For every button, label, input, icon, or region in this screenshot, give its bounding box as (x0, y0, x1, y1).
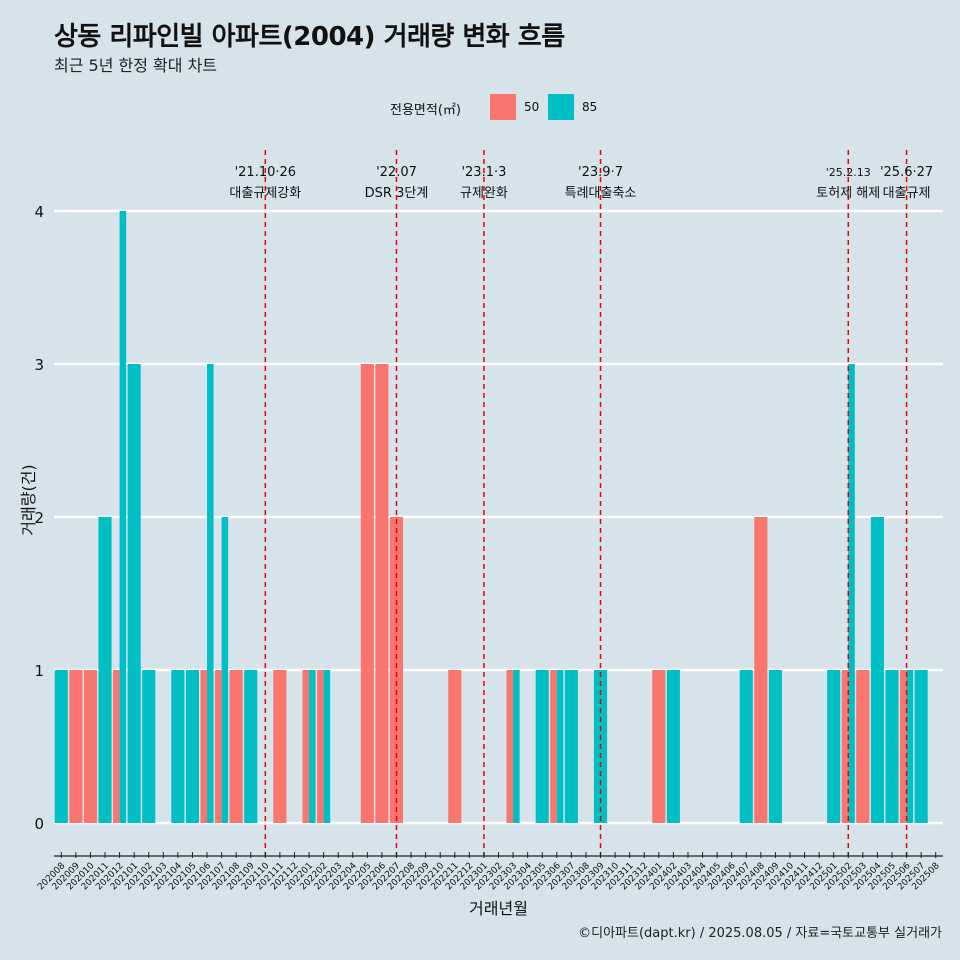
bar-50-202506 (900, 670, 907, 823)
event-date-202502: '25.2.13 (826, 166, 871, 179)
bar-50-202012 (113, 670, 120, 823)
bar-85-202106 (207, 364, 214, 823)
bar-85-202307 (564, 670, 578, 823)
event-label-202506: 대출규제 (883, 186, 931, 201)
event-label-202309: 특례대출축소 (565, 186, 637, 201)
y-tick-label-0: 0 (34, 815, 44, 833)
bar-85-202303 (513, 670, 520, 823)
bar-85-202107 (221, 517, 229, 823)
legend-key-50 (490, 94, 516, 120)
event-date-202309: '23.9·7 (578, 165, 623, 180)
event-date-202207: '22.07 (376, 165, 417, 180)
bar-50-202503 (856, 670, 870, 823)
bar-85-202202 (323, 670, 331, 823)
bar-50-202306 (550, 670, 557, 823)
bar-85-202502 (848, 364, 855, 823)
bar-50-202107 (215, 670, 222, 823)
legend-title: 전용면적(㎡) (390, 103, 461, 118)
bar-50-202202 (317, 670, 324, 823)
event-label-202110: 대출규제강화 (229, 186, 301, 201)
y-axis-title: 거래량(건) (19, 464, 38, 535)
bar-50-202303 (506, 670, 514, 823)
bar-50-202206 (375, 364, 389, 823)
y-tick-label-1: 1 (34, 662, 44, 680)
bar-85-202409 (768, 670, 782, 823)
event-label-202502: 토허제 해제 (816, 186, 880, 201)
bar-85-202201 (309, 670, 316, 823)
bar-85-202407 (739, 670, 753, 823)
bar-85-202101 (127, 364, 141, 823)
bar-85-202306 (556, 670, 564, 823)
bar-85-202102 (142, 670, 156, 823)
bar-85-202012 (119, 211, 127, 823)
y-tick-label-4: 4 (34, 203, 44, 221)
bar-85-202011 (98, 517, 112, 823)
bar-50-202010 (83, 670, 97, 823)
bar-50-202106 (200, 670, 208, 823)
legend: 전용면적(㎡) 50 85 (0, 93, 960, 121)
chart-subtitle: 최근 5년 한정 확대 차트 (54, 56, 218, 75)
y-tick-label-3: 3 (34, 356, 44, 374)
event-date-202506: '25.6·27 (880, 165, 933, 180)
legend-label-85: 85 (582, 100, 598, 114)
event-date-202110: '21.10·26 (235, 165, 296, 180)
bar-85-202501 (827, 670, 841, 823)
bar-85-202305 (535, 670, 549, 823)
bar-85-202105 (185, 670, 200, 823)
bar-50-202205 (360, 364, 374, 823)
bar-85-202505 (885, 670, 899, 823)
bar-85-202506 (906, 670, 914, 823)
bar-50-202408 (754, 517, 768, 823)
bar-50-202111 (273, 670, 287, 823)
bar-50-202201 (302, 670, 310, 823)
x-axis-title: 거래년월 (469, 899, 528, 918)
bar-50-202207 (389, 517, 404, 823)
y-tick-label-2: 2 (34, 509, 44, 527)
chart-title: 상동 리파인빌 아파트(2004) 거래량 변화 흐름 (54, 22, 565, 52)
bar-85-202104 (171, 670, 185, 823)
bar-85-202507 (914, 670, 928, 823)
event-label-202207: DSR 3단계 (365, 186, 429, 201)
legend-key-85 (548, 94, 574, 120)
legend-label-50: 50 (524, 100, 540, 114)
bar-50-202502 (841, 670, 849, 823)
bar-50-202009 (69, 670, 83, 823)
bar-50-202108 (229, 670, 243, 823)
bar-85-202008 (54, 670, 68, 823)
source-caption: ©디아파트(dapt.kr) / 2025.08.05 / 자료=국토교통부 실… (578, 926, 942, 941)
bar-85-202402 (666, 670, 680, 823)
bar-50-202401 (652, 670, 666, 823)
bar-85-202504 (870, 517, 884, 823)
bar-85-202109 (244, 670, 258, 823)
event-date-202301: '23.1·3 (461, 165, 506, 180)
bar-50-202211 (448, 670, 462, 823)
event-label-202301: 규제완화 (460, 186, 508, 201)
